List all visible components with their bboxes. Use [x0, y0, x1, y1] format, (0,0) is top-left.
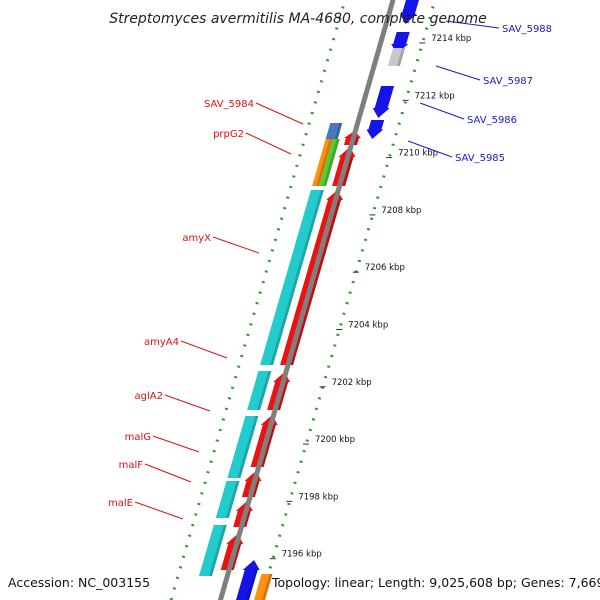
amyX-cds-shade [270, 190, 324, 365]
forward-gene-arrow-0 [399, 0, 419, 24]
reverse-gene-arrow-2-shade [290, 200, 341, 365]
genome-backbone [217, 0, 396, 600]
tick-label: 7214 kbp [431, 34, 471, 44]
tick-7210: 7210 kbp [386, 149, 438, 159]
bottom-orange-feature-shade [262, 574, 273, 600]
leader-line [419, 102, 465, 120]
map-title: Streptomyces avermitilis MA-4680, comple… [109, 11, 487, 27]
tick-label: 7202 kbp [332, 378, 372, 388]
label-SAV_5986: SAV_5986 [419, 102, 517, 126]
gene-label-text: SAV_5987 [483, 76, 533, 87]
leader-line [245, 132, 292, 155]
prpG2-green-feature [319, 139, 340, 186]
gene-label-text: prpG2 [213, 129, 244, 140]
leader-line [435, 65, 481, 81]
tick-7214: 7214 kbp [419, 34, 471, 44]
prpG2-green-feature-shade [323, 139, 340, 186]
gene-label-text: malE [108, 498, 133, 509]
malG-cds-shade [225, 481, 240, 518]
tick-label: 7208 kbp [381, 206, 421, 216]
left-dotted-line [169, 0, 347, 600]
tick-7200: 7200 kbp [302, 435, 355, 445]
backbone-line [217, 0, 396, 600]
gene-features [199, 0, 419, 600]
genome-summary-text: Topology: linear; Length: 9,025,608 bp; … [271, 575, 600, 590]
gene-label-text: amyX [182, 233, 211, 244]
gene-label-text: amyA4 [144, 337, 179, 348]
label-amyA4: amyA4 [144, 337, 228, 359]
malE-cds-shade [209, 525, 227, 576]
tick-7198: 7198 kbp [286, 492, 338, 502]
tick-7206: 7206 kbp [352, 263, 405, 273]
leader-line [255, 102, 304, 125]
scale-ticks: 7214 kbp 7212 kbp 7210 kbp 7208 kbp 7206 kbp… [269, 34, 471, 560]
leader-line [407, 140, 453, 158]
reverse-gene-arrow-3-shade [277, 382, 289, 410]
leader-line [180, 340, 228, 359]
tick-label: 7212 kbp [415, 91, 455, 101]
gene-label-text: SAV_5984 [204, 99, 254, 110]
label-SAV_5988: SAV_5988 [445, 20, 552, 35]
gene-label-text: SAV_5988 [502, 24, 552, 35]
leader-line [445, 20, 500, 29]
tick-7196: 7196 kbp [269, 550, 322, 560]
tick-label: 7198 kbp [298, 492, 338, 502]
bottom-forward-gene-arrow-shade [246, 570, 258, 600]
reverse-gene-arrow-1-shade [342, 157, 354, 186]
leader-line [144, 463, 192, 483]
amyA4-cds-shade [257, 371, 272, 410]
SAV_5984-feature [325, 123, 343, 139]
gene-label-text: SAV_5985 [455, 153, 505, 164]
tick-7208: 7208 kbp [369, 206, 421, 216]
prpG2-orange-feature-shade [316, 139, 333, 186]
malG-cds [215, 481, 240, 518]
tick-label: 7206 kbp [365, 263, 405, 273]
reverse-gene-arrow-4-shade [260, 425, 276, 467]
forward-gene-arrow-3 [366, 120, 385, 139]
malE-cds [199, 525, 227, 576]
gene-label-text: malF [119, 460, 144, 471]
bottom-forward-gene-arrow [236, 560, 260, 600]
tick-7202: 7202 kbp [319, 378, 372, 388]
prpG2-orange-feature [312, 139, 333, 186]
label-SAV_5984: SAV_5984 [204, 99, 304, 125]
label-malG: malG [125, 432, 200, 453]
gene-label-text: malG [125, 432, 151, 443]
label-malE: malE [108, 498, 184, 520]
amyA4-cds [247, 371, 272, 410]
label-amyX: amyX [182, 233, 260, 254]
accession-text: Accession: NC_003155 [8, 575, 150, 590]
label-SAV_5987: SAV_5987 [435, 65, 533, 87]
gray-feature [387, 48, 406, 66]
label-SAV_5985: SAV_5985 [407, 140, 505, 164]
label-prpG2: prpG2 [213, 129, 292, 155]
tick-label: 7210 kbp [398, 149, 438, 159]
gene-label-text: aglA2 [135, 391, 163, 402]
label-aglA2: aglA2 [135, 391, 211, 412]
leader-line [164, 394, 211, 412]
aglA2-cds [227, 416, 259, 478]
gene-label-text: SAV_5986 [467, 115, 517, 126]
forward-gene-arrow-2 [372, 86, 395, 118]
aglA2-cds-shade [237, 416, 259, 478]
SAV_5984-feature-shade [334, 123, 343, 139]
leader-line [134, 501, 184, 520]
amyX-cds [260, 190, 324, 365]
label-malF: malF [119, 460, 192, 483]
tick-label: 7196 kbp [282, 550, 322, 560]
bottom-orange-feature [254, 574, 273, 600]
reverse-gene-arrow-0-shade [353, 138, 359, 145]
tick-7204: 7204 kbp [336, 321, 388, 331]
gray-feature-shade [396, 48, 406, 66]
tick-label: 7204 kbp [348, 321, 388, 331]
leader-line [152, 435, 200, 453]
gene-labels: SAV_5988 SAV_5987 SAV_5986 SAV_5985 SAV_5984… [108, 20, 552, 520]
tick-7212: 7212 kbp [402, 91, 455, 101]
leader-line [212, 236, 260, 254]
tick-label: 7200 kbp [315, 435, 355, 445]
